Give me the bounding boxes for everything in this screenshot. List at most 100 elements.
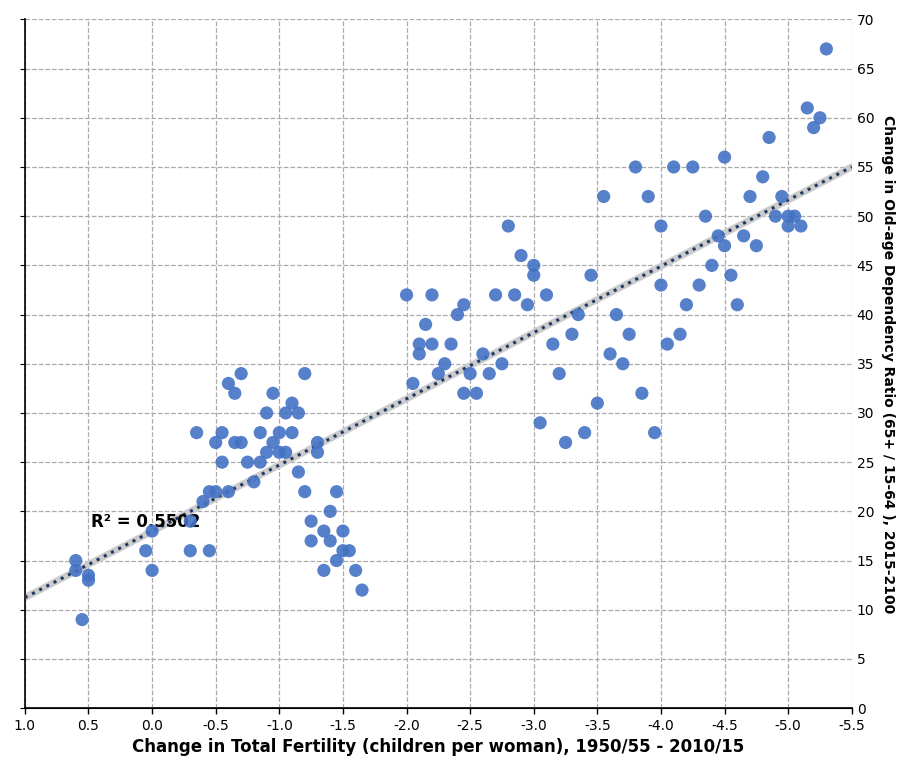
Point	[507, 289, 522, 301]
Point	[329, 486, 344, 498]
Point	[81, 574, 95, 587]
Point	[265, 437, 280, 449]
Point	[450, 309, 464, 321]
Point	[654, 220, 668, 233]
Point	[348, 564, 363, 577]
Point	[316, 564, 331, 577]
Point	[749, 239, 764, 252]
Point	[641, 190, 655, 203]
Point	[622, 328, 636, 340]
Point	[278, 407, 293, 419]
Point	[195, 495, 210, 507]
Point	[781, 210, 795, 223]
Point	[819, 43, 834, 55]
Point	[272, 446, 286, 458]
Point	[762, 132, 776, 144]
Point	[596, 190, 611, 203]
Point	[335, 525, 350, 537]
Point	[584, 269, 598, 281]
Point	[189, 427, 204, 439]
Point	[724, 269, 738, 281]
Point	[609, 309, 624, 321]
Point	[297, 367, 312, 380]
Point	[253, 427, 267, 439]
Point	[526, 259, 541, 272]
Point	[736, 229, 751, 242]
Point	[673, 328, 687, 340]
Point	[405, 377, 420, 390]
Point	[768, 210, 783, 223]
Point	[431, 367, 445, 380]
Point	[603, 348, 617, 360]
Point	[208, 486, 223, 498]
Point	[577, 427, 592, 439]
Point	[246, 476, 261, 488]
Point	[310, 446, 325, 458]
Point	[138, 544, 153, 557]
Point	[418, 318, 433, 330]
Point	[399, 289, 414, 301]
Point	[692, 279, 706, 291]
Point	[278, 446, 293, 458]
Point	[781, 220, 795, 233]
Point	[285, 397, 299, 410]
Point	[227, 387, 242, 400]
Point	[304, 534, 318, 547]
Point	[272, 427, 286, 439]
Point	[297, 486, 312, 498]
Point	[291, 466, 305, 478]
Point	[717, 151, 732, 163]
Point	[68, 564, 83, 577]
Point	[304, 515, 318, 527]
Point	[310, 437, 325, 449]
Point	[590, 397, 604, 410]
Point	[634, 387, 649, 400]
Point	[81, 569, 95, 581]
Point	[730, 299, 744, 311]
Point	[425, 289, 439, 301]
Point	[794, 220, 808, 233]
Point	[316, 525, 331, 537]
Point	[323, 534, 337, 547]
Point	[698, 210, 713, 223]
Point	[475, 348, 490, 360]
Point	[711, 229, 725, 242]
Point	[787, 210, 802, 223]
Point	[558, 437, 573, 449]
Point	[285, 427, 299, 439]
Point	[437, 357, 452, 370]
Point	[215, 427, 229, 439]
Text: R² = 0.5502: R² = 0.5502	[91, 513, 200, 531]
Point	[342, 544, 356, 557]
Point	[425, 338, 439, 350]
Point	[717, 239, 732, 252]
Point	[145, 564, 159, 577]
Point	[501, 220, 515, 233]
Point	[75, 614, 89, 626]
Point	[660, 338, 674, 350]
Point	[183, 515, 197, 527]
Point	[329, 554, 344, 567]
Point	[564, 328, 579, 340]
Point	[355, 584, 369, 596]
Point	[412, 338, 426, 350]
Point	[215, 456, 229, 468]
Point	[628, 161, 643, 173]
Point	[494, 357, 509, 370]
Point	[615, 357, 630, 370]
Point	[456, 387, 471, 400]
Point	[647, 427, 662, 439]
Point	[202, 544, 216, 557]
Point	[488, 289, 503, 301]
Point	[654, 279, 668, 291]
Point	[234, 437, 248, 449]
Point	[227, 437, 242, 449]
Point	[774, 190, 789, 203]
Point	[335, 544, 350, 557]
Point	[291, 407, 305, 419]
Point	[469, 387, 484, 400]
Point	[323, 505, 337, 517]
Point	[145, 525, 159, 537]
Point	[704, 259, 719, 272]
Point	[666, 161, 681, 173]
